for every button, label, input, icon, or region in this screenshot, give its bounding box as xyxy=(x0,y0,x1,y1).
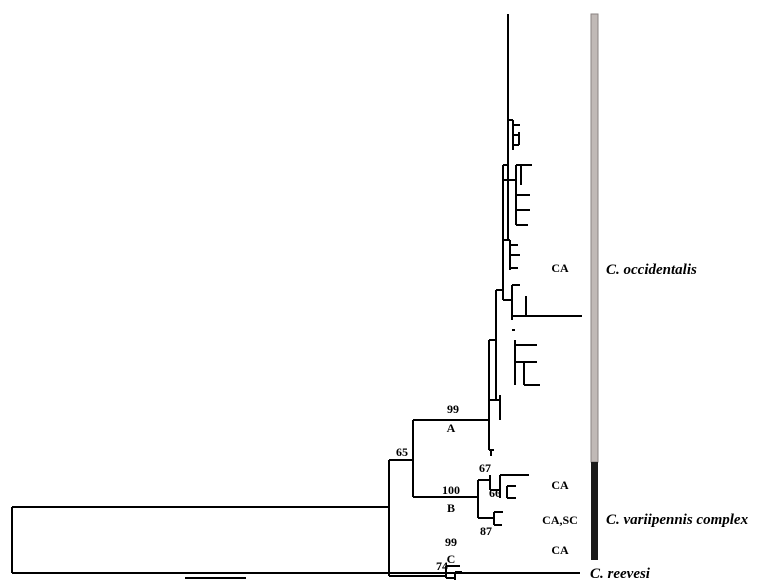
clade-label: A xyxy=(447,421,456,435)
bootstrap-label: 65 xyxy=(396,445,408,459)
occidentalis-bar xyxy=(590,13,599,463)
taxon-label: C. occidentalis xyxy=(606,262,697,278)
clade-label: C xyxy=(447,552,456,566)
region-label: CA xyxy=(551,543,569,557)
clade-label: B xyxy=(447,501,455,515)
variipennis-bar xyxy=(591,462,598,560)
region-label: CA,SC xyxy=(542,513,578,527)
region-label: CA xyxy=(551,478,569,492)
bootstrap-label: 67 xyxy=(479,461,491,475)
bootstrap-label: 66 xyxy=(489,486,501,500)
tree-branches xyxy=(11,14,582,580)
bootstrap-label: 74 xyxy=(436,559,448,573)
taxon-label: C. variipennis complex xyxy=(606,512,749,528)
taxon-label: C. reevesi xyxy=(590,566,651,582)
bootstrap-label: 99 xyxy=(447,402,459,416)
bootstrap-label: 99 xyxy=(445,535,457,549)
region-label: CA xyxy=(551,261,569,275)
bootstrap-label: 100 xyxy=(442,483,460,497)
bootstrap-label: 87 xyxy=(480,524,492,538)
